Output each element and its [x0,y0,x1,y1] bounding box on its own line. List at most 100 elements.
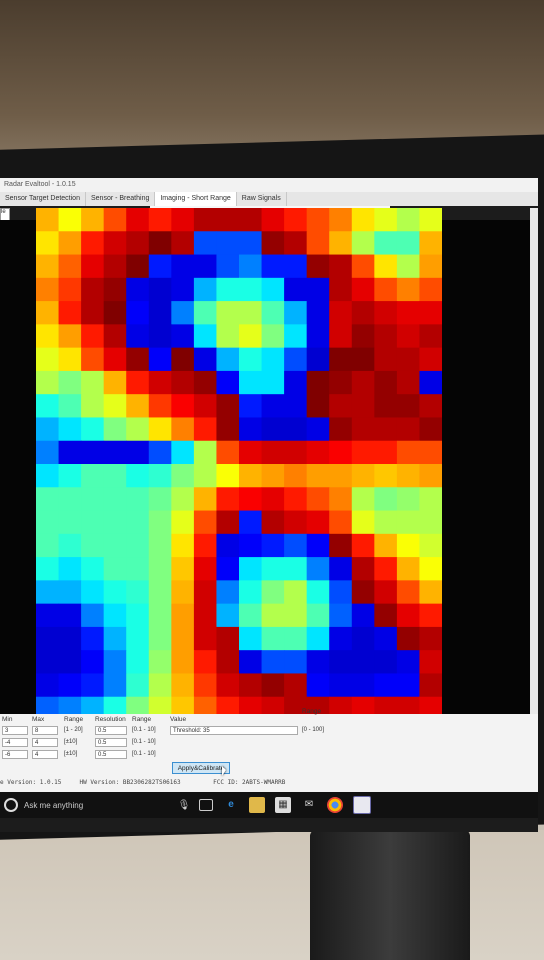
heatmap-cell [239,347,263,372]
heatmap-cell [396,510,420,535]
heatmap-cell [306,650,330,674]
heatmap-cell [329,324,353,349]
heatmap-cell [419,673,442,698]
heatmap-cell [216,650,240,674]
heatmap-cell [193,533,217,558]
heatmap-cell [193,603,217,628]
heatmap-cell [396,231,420,256]
chrome-icon[interactable] [327,797,343,813]
heatmap-cell [351,208,375,232]
threshold-input[interactable]: Threshold: 35 [170,726,298,735]
heatmap-cell [239,533,263,558]
heatmap-cell [36,370,60,395]
heatmap-cell [419,603,442,628]
heatmap-cell [81,277,105,302]
heatmap-cell [81,394,105,418]
row2-max-input[interactable]: 4 [32,738,58,747]
heatmap-cell [193,394,217,418]
heatmap-cell [36,533,60,558]
heatmap-cell [306,301,330,325]
heatmap-cell [306,417,330,442]
heatmap-cell [306,277,330,302]
row1-min-input[interactable]: 3 [2,726,28,735]
heatmap-cell [351,254,375,279]
heatmap-cell [351,347,375,372]
heatmap-cell [148,277,172,302]
heatmap-cell [36,626,60,651]
scrollbar[interactable] [530,208,538,720]
heatmap-cell [284,510,308,535]
row3-min-input[interactable]: -6 [2,750,28,759]
heatmap-cell [284,370,308,395]
windows-search-icon[interactable] [4,798,18,812]
app-icon[interactable] [353,796,371,814]
row1-max-input[interactable]: 8 [32,726,58,735]
heatmap-cell [58,533,82,558]
heatmap-cell [396,603,420,628]
row2-min-input[interactable]: -4 [2,738,28,747]
heatmap-cell [329,301,353,325]
row3-max-input[interactable]: 4 [32,750,58,759]
heatmap-cell [36,324,60,349]
heatmap-cell [103,231,127,256]
store-icon[interactable]: ▦ [275,797,291,813]
heatmap-cell [374,324,398,349]
heatmap-cell [216,347,240,372]
heatmap-cell [126,464,150,488]
heatmap-cell [216,673,240,698]
apply-calibrate-button[interactable]: Apply&Calibrate [172,762,230,774]
heatmap-cell [58,347,82,372]
heatmap-cell [396,370,420,395]
row3-resolution-input[interactable]: 0.5 [95,750,127,759]
heatmap-cell [103,394,127,418]
row3-res-range: [0.1 - 10] [132,751,156,757]
heatmap-cell [284,673,308,698]
task-view-icon[interactable] [199,799,213,811]
heatmap-cell [239,417,263,442]
row1-resolution-input[interactable]: 0.5 [95,726,127,735]
heatmap-cell [193,464,217,488]
heatmap-cell [36,487,60,512]
header-range: Range [64,716,84,723]
heatmap-cell [351,394,375,418]
heatmap-cell [374,394,398,418]
heatmap-cell [171,370,195,395]
tab-raw-signals[interactable]: Raw Signals [237,192,287,206]
heatmap-cell [284,208,308,232]
heatmap-cell [306,673,330,698]
heatmap-cell [148,417,172,442]
heatmap-cell [148,370,172,395]
heatmap-cell [148,324,172,349]
heatmap-cell [36,580,60,605]
heatmap-cell [148,464,172,488]
monitor-screen: Radar Evaltool - 1.0.15 Sensor Target De… [0,178,538,832]
heatmap-cell [103,580,127,605]
heatmap-cell [58,440,82,465]
heatmap-cell [284,440,308,465]
heatmap-cell [329,370,353,395]
heatmap-cell [396,347,420,372]
heatmap-cell [306,533,330,558]
heatmap-cell [171,301,195,325]
heatmap-cell [419,533,442,558]
tab-target-detection[interactable]: Sensor Target Detection [0,192,86,206]
heatmap-cell [284,533,308,558]
tab-imaging-short-range[interactable]: Imaging - Short Range [155,192,237,206]
heatmap-cell [284,557,308,581]
heatmap-cell [351,603,375,628]
search-box[interactable]: Ask me anything [24,800,84,810]
threshold-range: [0 - 100] [302,727,325,733]
heatmap-cell [216,580,240,605]
heatmap-cell [126,417,150,442]
tab-breathing[interactable]: Sensor - Breathing [86,192,156,206]
heatmap-cell [148,301,172,325]
edge-icon[interactable]: e [228,799,234,810]
microphone-icon[interactable]: 🎙 [177,799,191,811]
heatmap-cell [216,626,240,651]
mail-icon[interactable]: ✉ [304,799,314,810]
row2-resolution-input[interactable]: 0.5 [95,738,127,747]
file-explorer-icon[interactable] [249,797,265,813]
heatmap-cell [216,464,240,488]
heatmap-cell [171,557,195,581]
heatmap-cell [148,394,172,418]
